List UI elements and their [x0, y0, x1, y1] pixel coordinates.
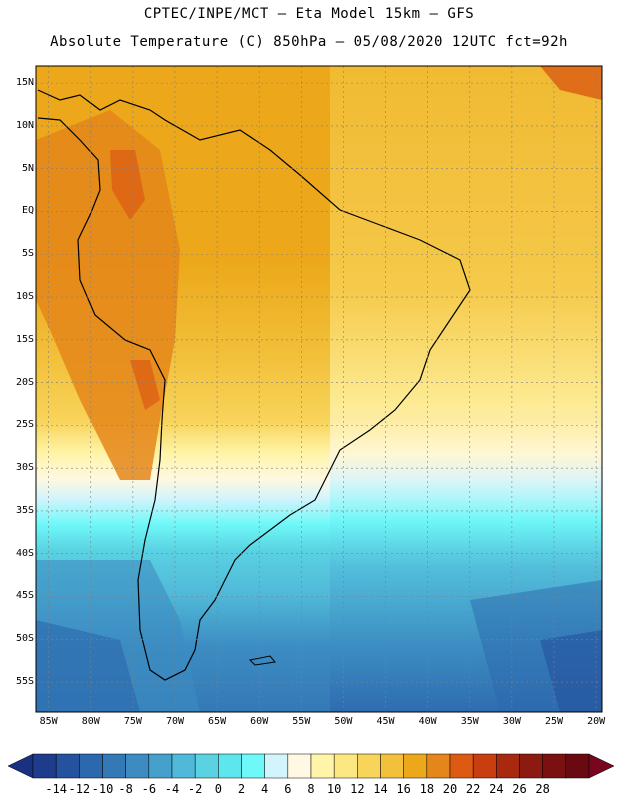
colorbar-swatch	[171, 753, 196, 779]
colorbar-swatch	[542, 753, 567, 779]
lat-tick-label: 20S	[15, 376, 34, 388]
colorbar-swatch	[55, 753, 80, 779]
colorbar-tick-label: -8	[118, 782, 133, 796]
colorbar-swatch	[218, 753, 242, 779]
lat-tick-label: 35S	[15, 504, 34, 516]
lat-tick-label: 40S	[15, 547, 34, 559]
colorbar-tick-label: -12	[68, 782, 91, 796]
colorbar-over-arrow	[588, 753, 615, 779]
colorbar-tick-label: -10	[91, 782, 114, 796]
colorbar-swatch	[449, 753, 474, 779]
colorbar-swatch	[333, 753, 358, 779]
lat-tick-label: 10S	[15, 291, 34, 303]
colorbar-swatch	[264, 753, 289, 779]
colorbar-under-arrow	[7, 753, 34, 779]
lat-tick-label: 45S	[15, 590, 34, 602]
coastline	[37, 89, 471, 681]
lat-tick-label: 15S	[15, 333, 34, 345]
lat-tick-label: 5N	[21, 162, 34, 174]
lat-tick-label: 5S	[21, 248, 34, 260]
colorbar-tick-label: 6	[284, 782, 292, 796]
colorbar-swatch	[148, 753, 173, 779]
colorbar-swatch	[32, 753, 57, 779]
colorbar-swatch	[519, 753, 543, 779]
lon-tick-label: 75W	[123, 716, 142, 727]
colorbar-swatch	[241, 753, 265, 779]
lat-tick-label: 30S	[15, 462, 34, 474]
colorbar-tick-label: 0	[214, 782, 222, 796]
lat-tick-label: 10N	[15, 119, 34, 131]
colorbar-swatch	[380, 753, 404, 779]
colorbar-tick-label: 16	[396, 782, 411, 796]
lon-tick-label: 30W	[502, 716, 521, 727]
colorbar-tick-label: 2	[237, 782, 246, 796]
chart-title: CPTEC/INPE/MCT – Eta Model 15km – GFS	[143, 6, 475, 22]
lon-tick-label: 80W	[81, 716, 100, 727]
lon-tick-label: 20W	[587, 716, 606, 727]
colorbar-swatch	[426, 753, 451, 779]
colorbar-swatch	[565, 753, 590, 779]
colorbar-swatch	[102, 753, 126, 779]
colorbar-tick-label: 24	[489, 782, 504, 796]
colorbar-tick-label: 18	[419, 782, 435, 796]
colorbar-tick-label: 8	[307, 782, 315, 796]
lon-tick-label: 65W	[208, 716, 227, 727]
lon-tick-label: 55W	[292, 716, 311, 727]
colorbar-tick-label: 22	[465, 782, 481, 796]
colorbar-tick-label: 20	[442, 782, 458, 796]
colorbar-swatch	[403, 753, 428, 779]
lon-tick-label: 25W	[544, 716, 564, 727]
lat-tick-label: 15N	[15, 77, 34, 89]
colorbar-swatch	[287, 753, 312, 779]
lat-tick-label: 55S	[15, 676, 34, 688]
chart-subtitle: Absolute Temperature (C) 850hPa – 05/08/…	[50, 34, 568, 50]
colorbar-tick-label: 4	[261, 782, 269, 796]
colorbar-swatch	[79, 753, 103, 779]
colorbar-tick-label: 28	[535, 782, 550, 796]
colorbar-tick-label: 10	[326, 782, 342, 796]
map-frame	[35, 65, 603, 713]
lon-tick-label: 50W	[334, 716, 353, 727]
lon-tick-label: 70W	[165, 716, 184, 727]
colorbar-swatch	[496, 753, 520, 779]
lat-tick-label: 25S	[15, 419, 34, 431]
colorbar-swatch	[194, 753, 219, 779]
colorbar-tick-label: -6	[141, 782, 157, 796]
color-bar	[7, 753, 615, 779]
colorbar-tick-label: -14	[45, 782, 67, 796]
colorbar-tick-label: 26	[512, 782, 527, 796]
lon-tick-label: 40W	[418, 716, 437, 727]
lon-tick-label: 45W	[376, 716, 395, 727]
colorbar-tick-label: -4	[164, 782, 180, 796]
colorbar-swatch	[357, 753, 381, 779]
lon-tick-label: 60W	[250, 716, 269, 727]
lat-tick-label: EQ	[21, 205, 34, 217]
lon-tick-label: 85W	[39, 716, 58, 727]
colorbar-swatch	[310, 753, 335, 779]
colorbar-tick-label: 12	[350, 782, 365, 796]
lon-tick-label: 35W	[460, 716, 479, 727]
colorbar-swatch	[472, 753, 497, 779]
lat-tick-label: 50S	[15, 633, 34, 645]
colorbar-tick-label: 14	[373, 782, 388, 796]
colorbar-swatch	[125, 753, 150, 779]
colorbar-tick-label: -2	[187, 782, 203, 796]
